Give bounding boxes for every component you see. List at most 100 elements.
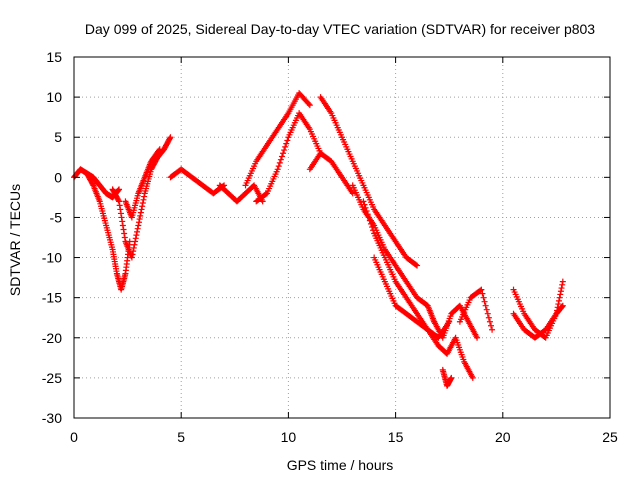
series-arc-8	[253, 110, 324, 205]
data-point	[131, 241, 138, 248]
y-axis-label: SDTVAR / TECUs	[7, 184, 23, 296]
data-point	[480, 294, 487, 301]
data-point	[283, 140, 290, 147]
data-point	[488, 322, 495, 329]
data-point	[558, 285, 565, 292]
data-point	[121, 234, 128, 241]
data-point	[556, 294, 563, 301]
series-arc-19	[510, 302, 566, 341]
data-point	[369, 224, 376, 231]
data-point	[366, 217, 373, 224]
data-point	[262, 191, 269, 198]
data-point	[115, 187, 122, 194]
data-point	[361, 201, 368, 208]
y-tick-label: 10	[46, 89, 62, 105]
data-point	[134, 228, 141, 235]
data-point	[305, 100, 312, 107]
data-point	[559, 303, 566, 310]
data-point	[132, 238, 139, 245]
data-point	[115, 197, 122, 204]
data-point	[156, 146, 163, 153]
data-point	[129, 251, 136, 258]
grid-lines	[74, 57, 610, 418]
data-point	[284, 137, 291, 144]
x-tick-label: 25	[602, 429, 618, 445]
data-point	[134, 225, 141, 232]
data-point	[483, 306, 490, 313]
data-point	[89, 181, 96, 188]
series-arc-10	[317, 94, 421, 269]
data-point	[166, 135, 173, 142]
data-point	[349, 190, 356, 197]
data-point	[119, 218, 126, 225]
data-point	[370, 227, 377, 234]
data-point	[278, 153, 285, 160]
data-point	[155, 147, 162, 154]
data-point	[367, 220, 374, 227]
axis-ticks: -30 -25 -20 -15 -10 -5 0 5 10 15 0 5 10 15 20 25	[42, 49, 618, 445]
data-point	[474, 334, 481, 341]
x-tick-label: 15	[388, 429, 404, 445]
y-tick-label: 5	[54, 129, 62, 145]
data-point	[116, 198, 123, 205]
data-point	[130, 248, 137, 255]
data-point	[477, 287, 484, 294]
x-tick-label: 20	[495, 429, 511, 445]
data-point	[555, 297, 562, 304]
data-point	[133, 232, 140, 239]
y-tick-label: 15	[46, 49, 62, 65]
y-tick-label: 0	[54, 169, 62, 185]
series-arc-3	[109, 134, 174, 261]
y-tick-label: -15	[42, 290, 62, 306]
data-point	[306, 102, 313, 109]
series-arc-15	[435, 334, 476, 381]
data-point	[486, 318, 493, 325]
data-point	[280, 150, 287, 157]
series-arc-6	[216, 182, 266, 205]
data-point	[412, 261, 419, 268]
data-point	[137, 209, 144, 216]
series-arc-5	[167, 166, 228, 197]
data-point	[135, 222, 142, 229]
series-arc-9	[306, 150, 356, 197]
data-point	[485, 314, 492, 321]
data-point	[362, 204, 369, 211]
series-arc-2	[83, 170, 133, 293]
data-point	[139, 203, 146, 210]
data-point	[281, 147, 288, 154]
data-point	[118, 214, 125, 221]
data-point	[117, 206, 124, 213]
series-arc-17	[456, 286, 496, 333]
data-point	[132, 235, 139, 242]
data-point	[555, 301, 562, 308]
y-tick-label: -10	[42, 250, 62, 266]
plot-frame	[73, 56, 611, 419]
data-point	[276, 159, 283, 166]
data-point	[489, 326, 496, 333]
data-point	[136, 216, 143, 223]
data-point	[137, 212, 144, 219]
x-tick-label: 10	[281, 429, 297, 445]
data-point	[559, 302, 566, 309]
data-point	[141, 193, 148, 200]
data-point	[139, 200, 146, 207]
data-point	[478, 286, 485, 293]
data-point	[557, 291, 564, 298]
data-point	[135, 219, 142, 226]
data-point	[138, 206, 145, 213]
y-tick-label: -5	[50, 209, 63, 225]
data-point	[479, 290, 486, 297]
data-point	[282, 143, 289, 150]
data-point	[481, 298, 488, 305]
data-point	[116, 202, 123, 209]
y-tick-label: -30	[42, 410, 62, 426]
series-arc-12	[360, 198, 453, 341]
data-point	[277, 156, 284, 163]
y-tick-label: -25	[42, 370, 62, 386]
data-point	[167, 134, 174, 141]
data-point	[557, 288, 564, 295]
series-arc-13	[371, 254, 442, 349]
data-point	[448, 374, 455, 381]
data-point	[360, 198, 367, 205]
x-tick-label: 5	[177, 429, 185, 445]
